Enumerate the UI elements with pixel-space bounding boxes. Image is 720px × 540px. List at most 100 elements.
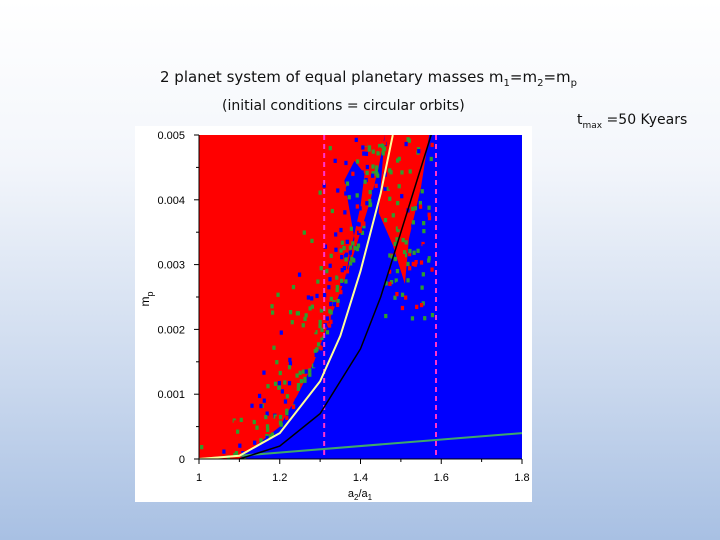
- stability-cell: [279, 397, 283, 403]
- stability-cell: [310, 296, 314, 301]
- stability-cell: [419, 260, 424, 265]
- stability-cell: [413, 262, 417, 267]
- stability-cell: [272, 336, 277, 341]
- stability-cell: [420, 189, 424, 194]
- stability-cell: [386, 186, 390, 191]
- stability-cell: [395, 268, 400, 274]
- stability-cell: [329, 301, 333, 307]
- stability-cell: [397, 184, 401, 189]
- stability-cell: [406, 278, 410, 283]
- stability-cell: [395, 291, 399, 297]
- stability-cell: [418, 200, 422, 206]
- stability-cell: [367, 145, 372, 150]
- stability-cell: [247, 442, 251, 447]
- stability-cell: [287, 381, 292, 386]
- stability-cell: [404, 141, 408, 147]
- stability-cell: [353, 176, 357, 181]
- white-limit-curve: [199, 135, 394, 459]
- stability-cell: [355, 204, 359, 209]
- stability-cell: [278, 370, 282, 376]
- stability-cell: [339, 290, 343, 295]
- stability-cell: [276, 292, 280, 297]
- stability-cell: [268, 434, 272, 439]
- stability-cell: [318, 323, 322, 329]
- stability-cell: [285, 394, 290, 399]
- stability-cell: [275, 360, 279, 365]
- stability-cell: [383, 300, 387, 305]
- stability-cell: [283, 380, 287, 385]
- stability-cell: [290, 401, 294, 407]
- stability-cell: [336, 302, 340, 308]
- stability-cell: [368, 198, 372, 204]
- stability-cell: [358, 206, 362, 211]
- stability-cell: [262, 370, 266, 375]
- stability-cell: [285, 408, 289, 413]
- stability-cell: [397, 224, 401, 230]
- stability-cell: [415, 304, 419, 310]
- stability-cell: [396, 227, 400, 233]
- stability-cell: [329, 296, 333, 302]
- stability-cell: [222, 449, 226, 454]
- stability-cell: [342, 245, 346, 251]
- stability-cell: [330, 220, 334, 225]
- stability-cell: [266, 384, 270, 389]
- stability-cell: [430, 312, 435, 318]
- stability-cell: [290, 320, 294, 325]
- stability-cell: [314, 330, 318, 335]
- stability-cell: [402, 250, 407, 255]
- stability-cell: [416, 292, 420, 297]
- stability-cell: [388, 157, 392, 162]
- stability-cell: [388, 185, 392, 190]
- stability-cell: [381, 151, 385, 156]
- stability-cell: [348, 245, 352, 250]
- stability-cell: [396, 200, 400, 206]
- stability-cell: [291, 284, 296, 290]
- stability-cell: [416, 288, 420, 293]
- stability-cell: [313, 348, 317, 354]
- stability-cell: [336, 188, 340, 193]
- stability-cell: [332, 302, 337, 307]
- stability-cell: [322, 293, 327, 298]
- stability-cell: [408, 169, 412, 174]
- stability-cell: [298, 370, 302, 375]
- stability-cell: [411, 206, 415, 211]
- stability-cell: [360, 230, 365, 235]
- stability-cell: [368, 202, 373, 207]
- stability-cell: [320, 304, 325, 310]
- x-tick-label: 1.2: [272, 472, 287, 484]
- stability-cell: [389, 280, 394, 285]
- stability-cell: [335, 287, 339, 293]
- stability-cell: [347, 195, 351, 200]
- stability-cell: [413, 138, 418, 144]
- stability-cell: [411, 223, 415, 228]
- stability-cell: [427, 216, 432, 221]
- stability-cell: [280, 389, 284, 394]
- x-tick-label: 1.8: [514, 472, 529, 484]
- stability-cell: [337, 272, 341, 277]
- stability-cell: [406, 261, 410, 267]
- stability-cell: [306, 295, 311, 300]
- stability-cell: [397, 156, 401, 161]
- stability-cell: [413, 206, 418, 211]
- stability-cell: [355, 221, 359, 226]
- stability-cell: [430, 256, 434, 261]
- stability-cell: [349, 261, 353, 266]
- stability-cell: [338, 287, 342, 293]
- unstable-region: [199, 135, 385, 459]
- stability-cell: [334, 232, 338, 237]
- stability-cell: [265, 411, 269, 416]
- stability-cell: [322, 183, 326, 188]
- stability-cell: [352, 258, 356, 263]
- stability-cell: [383, 239, 388, 244]
- stability-cell: [252, 419, 256, 425]
- stability-cell: [238, 443, 242, 448]
- stability-cell: [316, 316, 320, 321]
- stability-cell: [344, 257, 348, 262]
- stability-cell: [264, 414, 268, 420]
- stability-cell: [278, 414, 283, 420]
- stability-cell: [370, 173, 375, 178]
- y-axis-label: mp: [138, 291, 155, 306]
- stability-cell: [342, 266, 347, 271]
- stability-cell: [303, 378, 307, 383]
- stability-cell: [283, 318, 287, 324]
